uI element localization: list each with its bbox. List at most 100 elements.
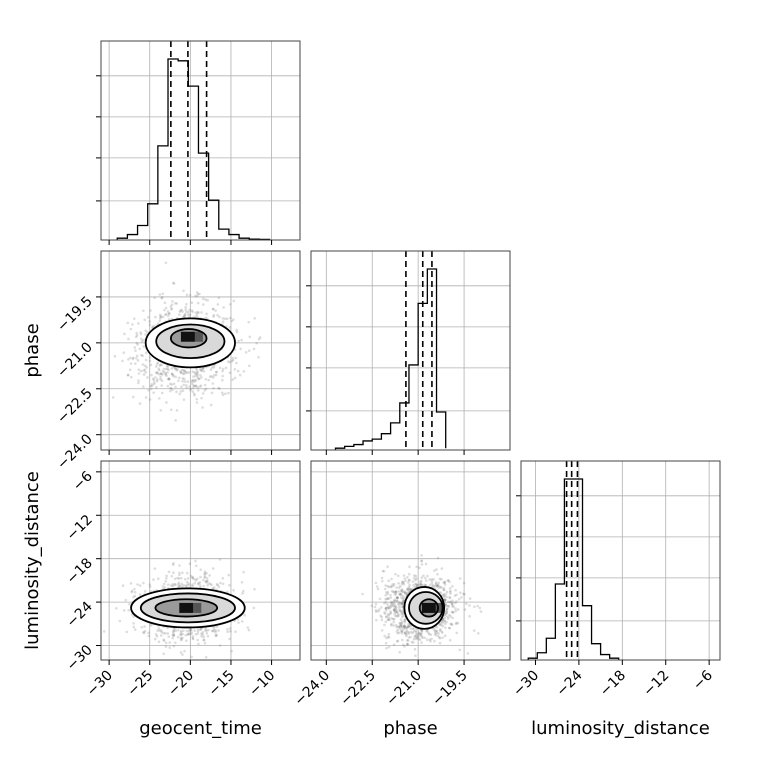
- sample-point: [417, 631, 421, 634]
- sample-point: [395, 608, 398, 612]
- sample-point: [424, 579, 428, 582]
- sample-point: [452, 605, 455, 608]
- sample-point: [383, 623, 386, 627]
- sample-point: [386, 597, 390, 600]
- sample-point: [122, 351, 126, 354]
- sample-point: [206, 579, 209, 583]
- sample-point: [393, 612, 396, 616]
- sample-point: [388, 607, 391, 610]
- sample-point: [389, 600, 393, 604]
- sample-point: [414, 574, 418, 578]
- sample-point: [154, 315, 157, 319]
- sample-point: [174, 367, 177, 371]
- sample-point: [171, 583, 175, 586]
- sample-point: [419, 582, 422, 586]
- sample-point: [187, 582, 190, 585]
- sample-point: [173, 582, 177, 586]
- x-axis-label-luminosity_distance: luminosity_distance: [531, 718, 710, 739]
- sample-point: [184, 370, 188, 374]
- sample-point: [402, 599, 405, 602]
- sample-point: [184, 585, 188, 588]
- sample-point: [161, 373, 164, 376]
- sample-point: [398, 593, 402, 596]
- sample-point: [164, 313, 167, 317]
- sample-point: [395, 614, 398, 618]
- sample-point: [226, 317, 229, 321]
- sample-point: [400, 638, 404, 642]
- sample-point: [169, 382, 172, 386]
- sample-point: [211, 629, 214, 633]
- sample-point: [196, 371, 199, 375]
- sample-point: [174, 385, 177, 389]
- sample-point: [401, 580, 404, 584]
- sample-point: [144, 358, 148, 362]
- sample-point: [142, 369, 145, 372]
- sample-point: [149, 624, 153, 627]
- sample-point: [126, 373, 130, 377]
- sample-point: [194, 564, 198, 568]
- sample-point: [423, 583, 427, 587]
- sample-point: [412, 641, 415, 644]
- sample-point: [389, 585, 393, 588]
- sample-point: [229, 629, 232, 633]
- sample-point: [404, 634, 408, 638]
- sample-point: [383, 611, 386, 614]
- sample-point: [248, 335, 252, 339]
- sample-point: [397, 602, 400, 606]
- sample-point: [212, 365, 216, 369]
- sample-point: [148, 359, 152, 363]
- sample-point: [200, 632, 203, 636]
- sample-point: [130, 375, 133, 379]
- sample-point: [179, 370, 182, 373]
- sample-point: [248, 364, 251, 368]
- sample-point: [239, 347, 242, 351]
- sample-point: [392, 608, 396, 612]
- sample-point: [410, 630, 413, 634]
- sample-point: [383, 587, 387, 591]
- sample-point: [384, 600, 388, 604]
- sample-point: [423, 576, 427, 580]
- sample-point: [420, 630, 424, 633]
- sample-point: [426, 574, 429, 578]
- sample-point: [444, 626, 447, 629]
- sample-point: [384, 584, 387, 587]
- sample-point: [214, 309, 217, 312]
- sample-point: [443, 594, 446, 598]
- sample-point: [156, 371, 159, 374]
- sample-point: [439, 628, 442, 631]
- sample-point: [438, 577, 442, 581]
- sample-point: [141, 354, 144, 358]
- sample-point: [206, 299, 209, 302]
- sample-point: [147, 388, 150, 392]
- sample-point: [126, 373, 130, 377]
- sample-point: [161, 292, 165, 296]
- sample-point: [138, 402, 142, 405]
- sample-point: [394, 590, 398, 594]
- sample-point: [194, 374, 197, 378]
- sample-point: [210, 366, 214, 369]
- sample-point: [200, 635, 203, 638]
- sample-point: [135, 341, 139, 345]
- sample-point: [121, 584, 125, 587]
- sample-point: [442, 581, 446, 585]
- sample-point: [189, 574, 193, 578]
- sample-point: [142, 581, 145, 585]
- sample-point: [133, 628, 137, 631]
- sample-point: [403, 590, 406, 593]
- panel-frame: [310, 250, 511, 451]
- sample-point: [386, 584, 390, 588]
- sample-point: [132, 615, 135, 618]
- sample-point: [441, 624, 445, 628]
- sample-point: [406, 587, 410, 591]
- sample-point: [247, 349, 251, 352]
- sample-point: [228, 637, 231, 641]
- sample-point: [439, 586, 443, 589]
- sample-point: [419, 632, 423, 636]
- sample-point: [257, 337, 261, 341]
- sample-point: [155, 386, 158, 389]
- sample-point: [143, 589, 147, 593]
- sample-point: [387, 579, 390, 583]
- sample-point: [384, 591, 388, 594]
- sample-point: [205, 631, 209, 635]
- sample-point: [438, 623, 442, 627]
